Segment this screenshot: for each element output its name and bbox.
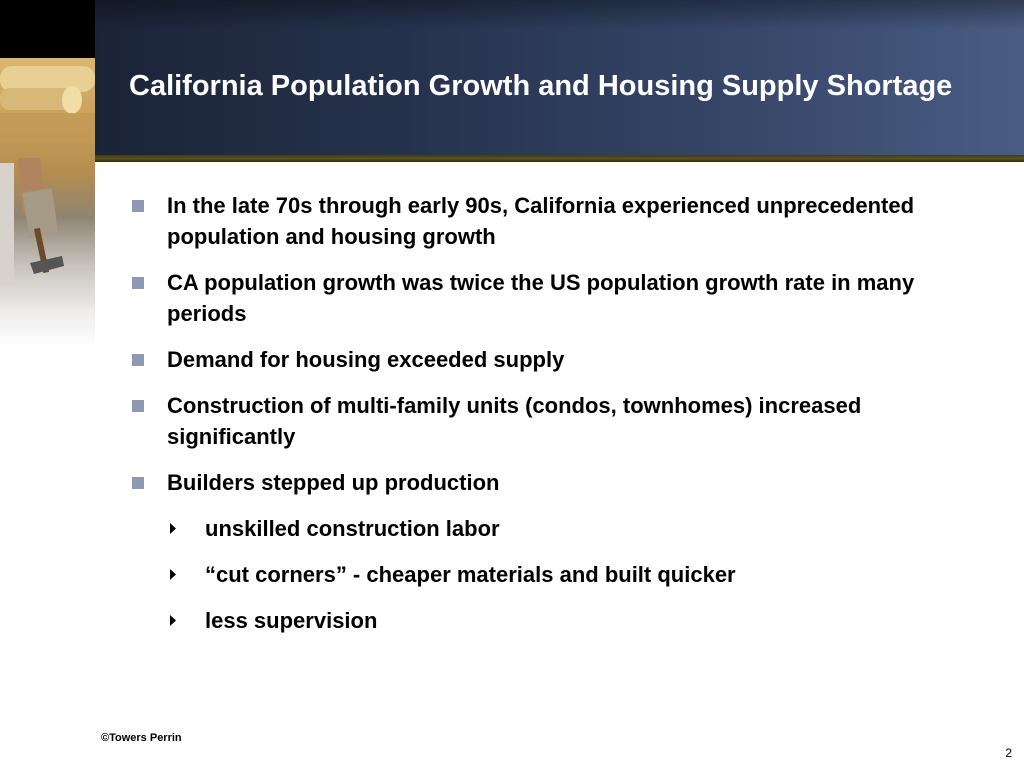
sub-bullet-item: “cut corners” - cheaper materials and bu… <box>129 559 949 590</box>
header-divider <box>95 155 1024 162</box>
square-bullet-icon <box>132 200 144 212</box>
sub-bullet-text: unskilled construction labor <box>205 516 500 541</box>
sub-bullet-text: “cut corners” - cheaper materials and bu… <box>205 562 736 587</box>
work-glove <box>22 188 58 238</box>
worker-shirt <box>0 163 14 283</box>
hammer-head <box>30 256 64 274</box>
corner-block <box>0 0 95 58</box>
arrow-bullet-icon <box>170 523 176 534</box>
square-bullet-icon <box>132 354 144 366</box>
blueprint-sheet <box>0 113 95 143</box>
blueprint-roll-end <box>62 86 82 114</box>
bullet-item: Builders stepped up production <box>129 467 949 498</box>
square-bullet-icon <box>132 400 144 412</box>
bullet-text: Builders stepped up production <box>167 470 500 495</box>
sub-bullet-item: unskilled construction labor <box>129 513 949 544</box>
square-bullet-icon <box>132 477 144 489</box>
construction-photo <box>0 58 95 348</box>
bullet-item: CA population growth was twice the US po… <box>129 267 949 329</box>
bullet-text: Demand for housing exceeded supply <box>167 347 565 372</box>
bullet-item: Demand for housing exceeded supply <box>129 344 949 375</box>
footer-copyright: ©Towers Perrin <box>101 732 182 744</box>
sub-bullet-text: less supervision <box>205 608 378 633</box>
construction-photo-art <box>0 66 95 283</box>
header-band <box>95 0 1024 155</box>
bullet-list: In the late 70s through early 90s, Calif… <box>129 190 949 651</box>
bullet-text: Construction of multi-family units (cond… <box>167 393 862 449</box>
bullet-item: Construction of multi-family units (cond… <box>129 390 949 452</box>
slide-title: California Population Growth and Housing… <box>129 70 953 102</box>
blueprint-roll <box>0 66 95 92</box>
bullet-text: CA population growth was twice the US po… <box>167 270 915 326</box>
arrow-bullet-icon <box>170 569 176 580</box>
header-shine <box>95 0 1024 30</box>
arrow-bullet-icon <box>170 615 176 626</box>
page-number: 2 <box>1005 746 1012 760</box>
bullet-text: In the late 70s through early 90s, Calif… <box>167 193 915 249</box>
square-bullet-icon <box>132 277 144 289</box>
blueprint-roll <box>0 88 80 110</box>
bullet-item: In the late 70s through early 90s, Calif… <box>129 190 949 252</box>
sub-bullet-item: less supervision <box>129 605 949 636</box>
